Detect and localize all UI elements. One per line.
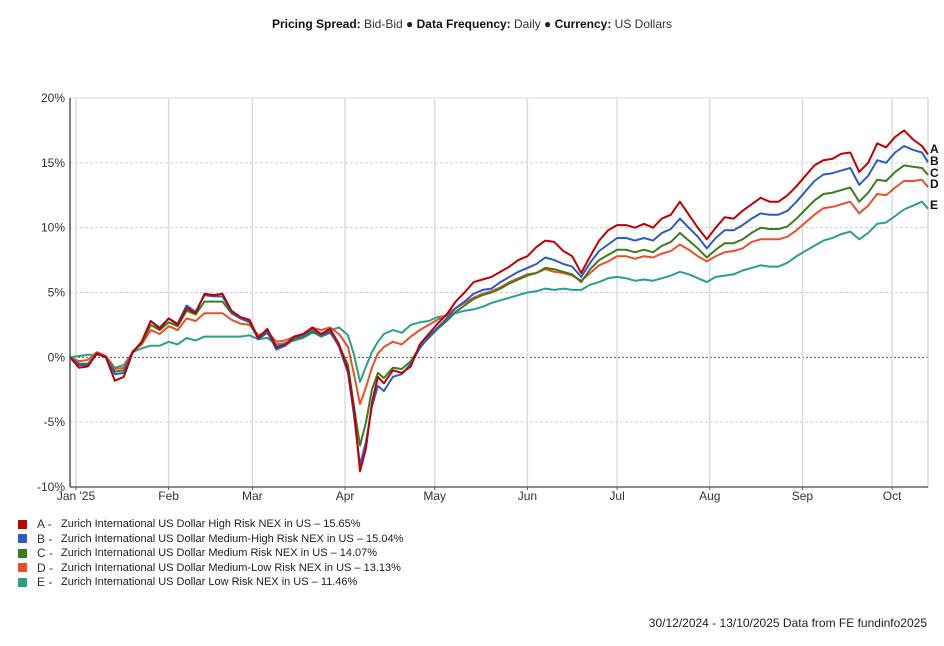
legend-letter: D - [37, 560, 53, 575]
legend-label: Zurich International US Dollar Medium Ri… [61, 547, 378, 560]
legend-letter: E - [37, 575, 53, 590]
legend-letter: A - [37, 517, 52, 532]
legend-label: Zurich International US Dollar High Risk… [61, 518, 361, 531]
x-tick-label: Jan '25 [57, 489, 96, 503]
header-separator: ● [406, 17, 414, 31]
legend-swatch [18, 563, 27, 573]
end-label-b: B [930, 154, 939, 168]
series-line-c [69, 164, 929, 447]
end-label-a: A [930, 142, 939, 156]
x-tick-label: Mar [242, 489, 263, 503]
x-tick-label: Aug [699, 489, 720, 503]
legend-swatch [18, 534, 27, 544]
x-tick-label: Feb [158, 489, 179, 503]
x-tick-label: Sep [792, 489, 814, 503]
axes: 20% 15% 10% 5% 0% -5% -10%Jan '25 Feb Mar Apr May J… [37, 91, 928, 503]
y-tick-label: 20% [41, 91, 65, 105]
legend-swatch [18, 548, 27, 558]
legend-label: Zurich International US Dollar Medium-Lo… [61, 561, 401, 574]
y-tick-label: 15% [41, 156, 65, 170]
legend-letter: B - [37, 531, 53, 546]
legend-item-a: A - Zurich International US Dollar High R… [18, 517, 403, 532]
y-tick-label: 0% [48, 350, 66, 364]
end-label-e: E [930, 198, 938, 212]
grid [70, 97, 928, 487]
x-tick-label: May [423, 489, 446, 503]
legend-label: Zurich International US Dollar Medium-Hi… [61, 532, 404, 545]
header-item-currency: Currency: US Dollars [554, 17, 673, 31]
series-layer [69, 129, 929, 473]
legend-item-e: E - Zurich International US Dollar Low Ri… [18, 575, 403, 590]
y-tick-label: 10% [41, 221, 65, 235]
end-label-d: D [930, 177, 939, 191]
series-line-d [69, 178, 929, 405]
chart-header: Pricing Spread: Bid-Bid ● Data Frequency… [0, 17, 944, 31]
legend: A - Zurich International US Dollar High R… [18, 517, 403, 590]
legend-swatch [18, 577, 27, 587]
header-item-data-frequency: Data Frequency: Daily [416, 17, 541, 31]
plot-frame [70, 97, 929, 487]
legend-item-c: C - Zurich International US Dollar Medium… [18, 546, 403, 561]
source-footer: 30/12/2024 - 13/10/2025 Data from FE fun… [648, 616, 927, 630]
x-tick-label: Jul [609, 489, 624, 503]
y-tick-label: -10% [37, 480, 65, 494]
x-tick-label: Apr [336, 489, 355, 503]
header-separator: ● [544, 17, 552, 31]
x-tick-label: Oct [883, 489, 902, 503]
legend-letter: C - [37, 546, 53, 561]
series-line-b [69, 145, 929, 466]
header-item-pricing-spread: Pricing Spread: Bid-Bid [271, 17, 403, 31]
legend-item-b: B - Zurich International US Dollar Medium… [18, 532, 403, 547]
legend-swatch [18, 519, 27, 529]
y-tick-label: -5% [44, 415, 66, 429]
x-tick-label: Jun [518, 489, 537, 503]
legend-item-d: D - Zurich International US Dollar Medium… [18, 561, 403, 576]
end-label-c: C [930, 166, 939, 180]
legend-label: Zurich International US Dollar Low Risk … [61, 576, 358, 589]
y-tick-label: 5% [48, 286, 66, 300]
series-line-e [69, 200, 929, 383]
series-line-a [69, 129, 929, 473]
